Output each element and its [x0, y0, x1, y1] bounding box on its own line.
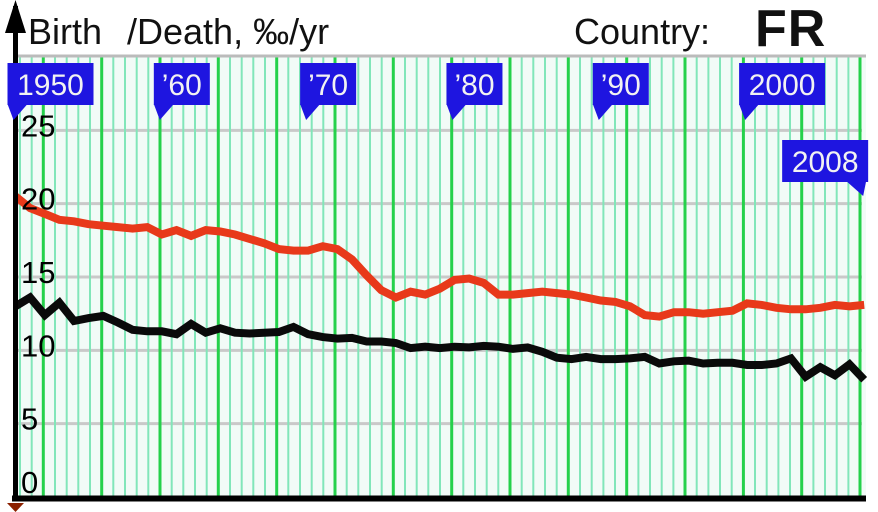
- flag-label: ’70: [308, 69, 348, 102]
- flag-tail: [846, 181, 867, 196]
- flag-tail: [153, 104, 174, 120]
- y-axis-tick-labels: 0 5 10 15 20 25: [21, 108, 55, 500]
- year-flag-1950: 1950: [7, 63, 94, 120]
- flag-label: 1950: [17, 69, 84, 102]
- flag-tail: [592, 104, 613, 120]
- y-tick-label-15: 15: [21, 255, 55, 290]
- year-flag-1970: ’70: [300, 63, 357, 120]
- y-tick-label-20: 20: [21, 182, 55, 217]
- flag-label: ’90: [601, 69, 641, 102]
- country-label: Country:: [574, 11, 710, 52]
- flag-label: 2008: [792, 146, 859, 179]
- flag-body: [782, 140, 869, 182]
- flag-tail: [300, 104, 321, 120]
- title-death-unit-label: /Death, ‰/yr: [127, 11, 329, 52]
- vertical-gridlines: [19, 57, 862, 496]
- x-axis-bottom-arrowhead-icon: [7, 503, 24, 512]
- year-flag-1990: ’90: [592, 63, 649, 120]
- year-flag-2008: 2008: [782, 140, 869, 196]
- y-tick-label-5: 5: [21, 402, 38, 437]
- year-flags: 1950 ’60 ’70 ’80 ’90 2000 2008: [7, 63, 869, 196]
- flag-tail: [446, 104, 467, 120]
- flag-body: [300, 63, 357, 105]
- data-series: [12, 193, 868, 383]
- birth-rate-polyline: [12, 193, 865, 321]
- country-code: FR: [755, 0, 826, 58]
- y-axis-up-arrowhead-icon: [5, 0, 26, 33]
- flag-body: [7, 63, 94, 105]
- flag-body: [739, 63, 826, 105]
- flag-label: 2000: [749, 69, 816, 102]
- y-tick-label-10: 10: [21, 328, 55, 363]
- flag-tail: [739, 104, 760, 120]
- flag-label: ’80: [454, 69, 494, 102]
- flag-tail: [7, 104, 28, 120]
- y-tick-label-0: 0: [21, 465, 38, 500]
- flag-body: [446, 63, 503, 105]
- flag-body: [592, 63, 649, 105]
- year-flag-2000: 2000: [739, 63, 826, 120]
- flag-body: [153, 63, 210, 105]
- death-rate-polyline: [13, 292, 868, 383]
- year-flag-1980: ’80: [446, 63, 503, 120]
- y-tick-label-25: 25: [21, 108, 55, 143]
- title-birth-label: Birth: [28, 11, 102, 52]
- flag-label: ’60: [162, 69, 202, 102]
- year-flag-1960: ’60: [153, 63, 210, 120]
